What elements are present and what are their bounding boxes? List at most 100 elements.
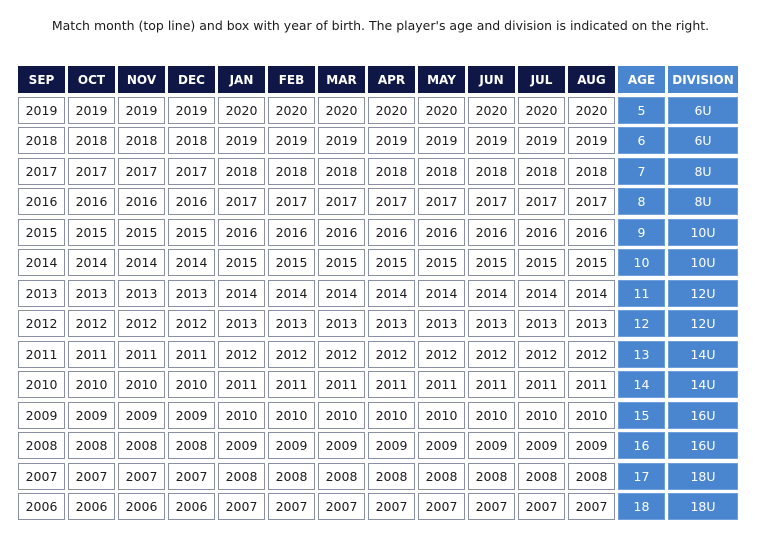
column-header: DEC — [168, 66, 215, 93]
year-cell: 2019 — [268, 127, 315, 154]
year-cell: 2009 — [68, 401, 115, 429]
division-cell: 8U — [668, 188, 738, 215]
year-cell: 2008 — [268, 462, 315, 490]
year-cell: 2014 — [318, 279, 365, 307]
division-cell: 16U — [668, 432, 738, 459]
year-cell: 2012 — [268, 340, 315, 368]
year-cell: 2009 — [418, 432, 465, 459]
year-cell: 2010 — [68, 371, 115, 398]
birth-year-table: SEP OCT NOV DEC JAN FEB MAR APR MAY JUN JUL AUG AGE D… — [18, 66, 738, 520]
year-cell: 2015 — [168, 218, 215, 246]
year-cell: 2007 — [418, 493, 465, 520]
year-cell: 2019 — [118, 96, 165, 124]
year-cell: 2012 — [68, 310, 115, 337]
year-cell: 2019 — [218, 127, 265, 154]
year-cell: 2017 — [168, 157, 215, 185]
column-header: APR — [368, 66, 415, 93]
year-cell: 2007 — [368, 493, 415, 520]
division-cell: 12U — [668, 279, 738, 307]
year-cell: 2020 — [418, 96, 465, 124]
year-cell: 2010 — [318, 401, 365, 429]
year-cell: 2018 — [118, 127, 165, 154]
year-cell: 2011 — [518, 371, 565, 398]
year-cell: 2013 — [218, 310, 265, 337]
year-cell: 2006 — [18, 493, 65, 520]
year-cell: 2011 — [468, 371, 515, 398]
year-cell: 2019 — [68, 96, 115, 124]
year-cell: 2008 — [118, 432, 165, 459]
year-cell: 2017 — [18, 157, 65, 185]
year-cell: 2009 — [368, 432, 415, 459]
age-cell: 11 — [618, 279, 665, 307]
year-cell: 2019 — [18, 96, 65, 124]
age-cell: 5 — [618, 96, 665, 124]
year-cell: 2008 — [368, 462, 415, 490]
age-cell: 9 — [618, 218, 665, 246]
year-cell: 2013 — [268, 310, 315, 337]
year-cell: 2016 — [218, 218, 265, 246]
year-cell: 2019 — [168, 96, 215, 124]
year-cell: 2012 — [18, 310, 65, 337]
year-cell: 2020 — [218, 96, 265, 124]
year-cell: 2011 — [218, 371, 265, 398]
year-cell: 2017 — [418, 188, 465, 215]
year-cell: 2013 — [468, 310, 515, 337]
year-cell: 2010 — [568, 401, 615, 429]
year-cell: 2018 — [268, 157, 315, 185]
year-cell: 2015 — [268, 249, 315, 276]
year-cell: 2019 — [318, 127, 365, 154]
age-cell: 6 — [618, 127, 665, 154]
year-cell: 2012 — [418, 340, 465, 368]
year-cell: 2008 — [68, 432, 115, 459]
year-cell: 2010 — [118, 371, 165, 398]
caption: Match month (top line) and box with year… — [51, 18, 710, 33]
division-cell: 6U — [668, 96, 738, 124]
year-cell: 2007 — [168, 462, 215, 490]
age-cell: 7 — [618, 157, 665, 185]
year-cell: 2018 — [368, 157, 415, 185]
year-cell: 2006 — [118, 493, 165, 520]
year-cell: 2014 — [68, 249, 115, 276]
division-cell: 14U — [668, 340, 738, 368]
year-cell: 2017 — [318, 188, 365, 215]
year-cell: 2014 — [418, 279, 465, 307]
year-cell: 2013 — [118, 279, 165, 307]
column-header: JAN — [218, 66, 265, 93]
year-cell: 2006 — [68, 493, 115, 520]
year-cell: 2015 — [418, 249, 465, 276]
year-cell: 2017 — [368, 188, 415, 215]
column-header: AGE — [618, 66, 665, 93]
age-cell: 10 — [618, 249, 665, 276]
year-cell: 2011 — [368, 371, 415, 398]
column-header: JUN — [468, 66, 515, 93]
year-cell: 2015 — [118, 218, 165, 246]
year-cell: 2018 — [18, 127, 65, 154]
year-cell: 2014 — [18, 249, 65, 276]
year-cell: 2014 — [168, 249, 215, 276]
year-cell: 2008 — [18, 432, 65, 459]
division-cell: 12U — [668, 310, 738, 337]
year-cell: 2009 — [218, 432, 265, 459]
year-cell: 2016 — [18, 188, 65, 215]
age-cell: 15 — [618, 401, 665, 429]
year-cell: 2012 — [168, 310, 215, 337]
year-cell: 2012 — [318, 340, 365, 368]
year-cell: 2018 — [568, 157, 615, 185]
year-cell: 2015 — [218, 249, 265, 276]
year-cell: 2010 — [418, 401, 465, 429]
age-cell: 16 — [618, 432, 665, 459]
column-header: JUL — [518, 66, 565, 93]
year-cell: 2007 — [268, 493, 315, 520]
year-cell: 2017 — [268, 188, 315, 215]
column-header: AUG — [568, 66, 615, 93]
year-cell: 2010 — [518, 401, 565, 429]
division-cell: 14U — [668, 371, 738, 398]
year-cell: 2007 — [468, 493, 515, 520]
year-cell: 2015 — [568, 249, 615, 276]
year-cell: 2016 — [368, 218, 415, 246]
year-cell: 2015 — [518, 249, 565, 276]
year-cell: 2018 — [518, 157, 565, 185]
year-cell: 2018 — [218, 157, 265, 185]
age-cell: 17 — [618, 462, 665, 490]
year-cell: 2017 — [68, 157, 115, 185]
